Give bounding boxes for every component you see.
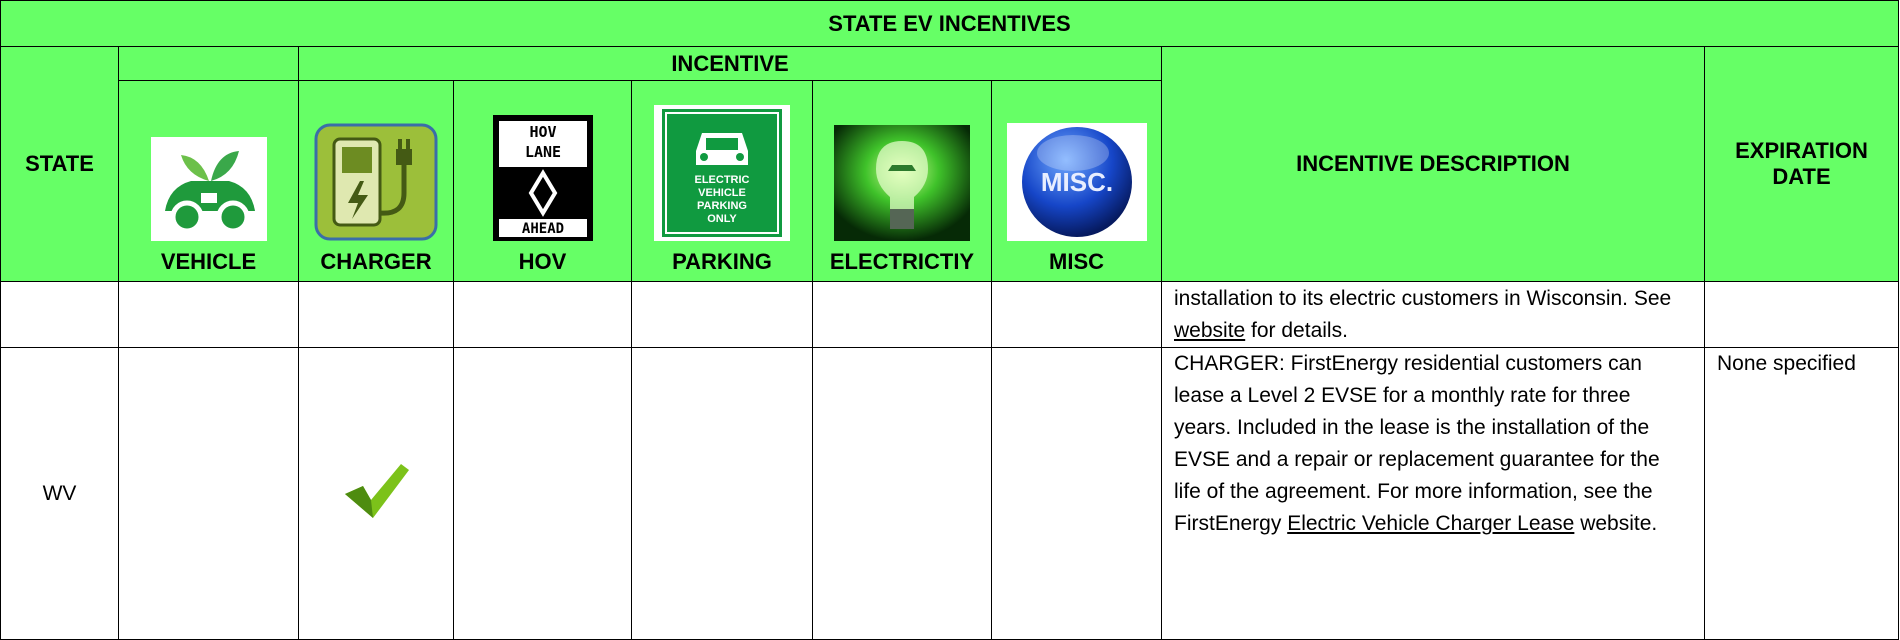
empty-header [118, 46, 299, 81]
category-label: CHARGER [320, 249, 432, 274]
sign-text: ELECTRIC [695, 174, 750, 186]
icon-text: MISC. [1040, 167, 1112, 197]
sign-text: PARKING [697, 200, 747, 212]
category-label: MISC [1049, 249, 1104, 274]
incentive-cell [453, 347, 632, 640]
description-text: website. [1574, 512, 1658, 535]
expiration-text: None specified [1717, 352, 1856, 375]
incentive-cell [298, 347, 454, 640]
incentive-cell [298, 281, 454, 348]
sign-text: AHEAD [521, 221, 563, 237]
hov-header: HOV LANE AHEAD HOV [453, 80, 632, 282]
sign-text: ONLY [707, 213, 737, 225]
charger-icon [314, 123, 438, 241]
sign-text: LANE [524, 143, 560, 161]
category-label: VEHICLE [160, 249, 257, 274]
hov-icon: HOV LANE AHEAD [492, 115, 593, 241]
misc-header: MISC. MISC [991, 80, 1162, 282]
description-text: for details. [1245, 319, 1348, 342]
description-text: installation to its electric customers i… [1174, 287, 1672, 310]
description-header: INCENTIVE DESCRIPTION [1161, 46, 1705, 282]
sign-text: HOV [529, 123, 556, 141]
incentive-cell [631, 347, 813, 640]
category-label: PARKING [672, 249, 772, 274]
table-row: installation to its electric customers i… [0, 281, 1900, 348]
expiration-header: EXPIRATION DATE [1703, 46, 1900, 282]
incentive-cell [812, 281, 992, 348]
charger-header: CHARGER [298, 80, 454, 282]
misc-icon: MISC. [1006, 123, 1147, 241]
incentive-cell [812, 347, 992, 640]
sign-text: VEHICLE [698, 187, 746, 199]
electricity-icon [834, 125, 970, 241]
state-cell: WV [0, 347, 119, 640]
table-title: STATE EV INCENTIVES [0, 0, 1900, 47]
state-cell [0, 281, 119, 348]
vehicle-header: VEHICLE [118, 80, 299, 282]
description-cell: CHARGER: FirstEnergy residential custome… [1161, 347, 1705, 640]
description-text: CHARGER: FirstEnergy residential custome… [1174, 352, 1660, 535]
category-label: ELECTRICTIY [829, 249, 975, 274]
table-row: WV CHARGER: FirstEnergy residential custo… [0, 347, 1900, 640]
parking-header: ELECTRIC VEHICLE PARKING ONLY PARKING [631, 80, 813, 282]
incentive-cell [991, 281, 1162, 348]
check-mark [345, 464, 409, 518]
electricity-header: ELECTRICTIY [812, 80, 992, 282]
description-link[interactable]: website [1174, 319, 1246, 342]
description-link[interactable]: Electric Vehicle Charger Lease [1287, 512, 1575, 535]
category-label: HOV [518, 249, 567, 274]
incentive-cell [118, 347, 299, 640]
parking-icon: ELECTRIC VEHICLE PARKING ONLY [654, 105, 790, 241]
incentive-cell [453, 281, 632, 348]
check-shade [345, 486, 373, 518]
incentive-header: INCENTIVE [298, 46, 1162, 81]
incentive-cell [631, 281, 813, 348]
expiration-cell [1703, 281, 1900, 348]
incentive-cell [991, 347, 1162, 640]
incentive-cell [118, 281, 299, 348]
expiration-cell: None specified [1703, 347, 1900, 640]
table-body: installation to its electric customers i… [0, 281, 1900, 640]
state-header: STATE [0, 46, 119, 282]
description-cell: installation to its electric customers i… [1161, 281, 1705, 348]
vehicle-icon [150, 137, 267, 241]
state-text: WV [42, 481, 77, 505]
